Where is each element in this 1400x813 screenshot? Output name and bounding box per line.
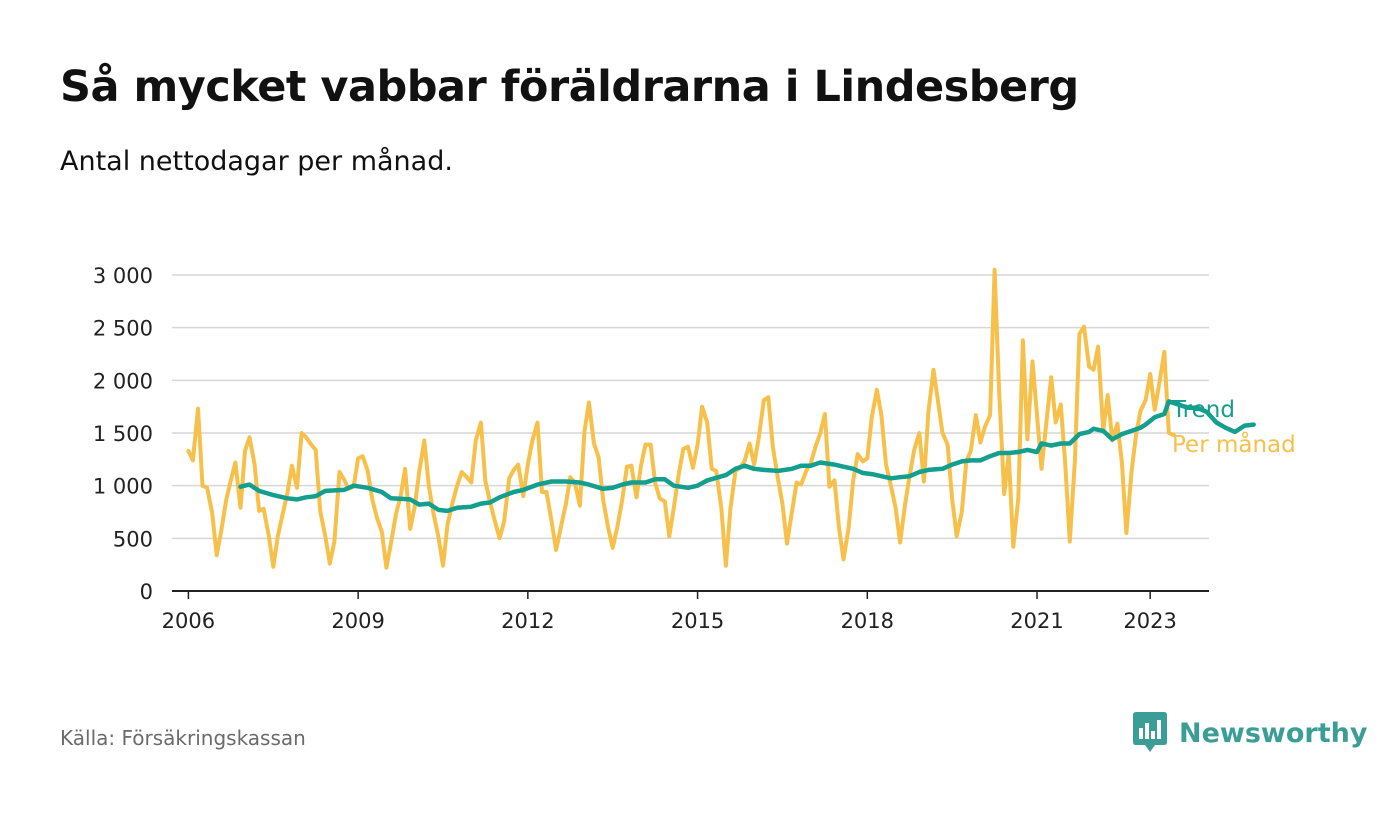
y-tick-label: 3 000 bbox=[93, 264, 153, 288]
x-tick-label: 2006 bbox=[162, 609, 215, 633]
x-tick-label: 2021 bbox=[1010, 609, 1063, 633]
brand-name: Newsworthy bbox=[1179, 717, 1368, 749]
x-tick-label: 2009 bbox=[331, 609, 384, 633]
series-line-per-manad bbox=[186, 267, 1176, 570]
x-tick-label: 2015 bbox=[671, 609, 724, 633]
y-tick-label: 1 000 bbox=[93, 475, 153, 499]
chart-title: Så mycket vabbar föräldrarna i Lindesber… bbox=[60, 62, 1079, 112]
y-axis-ticks: 0 500 1 000 1 500 2 000 2 500 3 000 bbox=[93, 264, 153, 604]
legend-label-trend: Trend bbox=[1171, 397, 1235, 423]
series-lines bbox=[186, 267, 1256, 570]
chart-subtitle: Antal nettodagar per månad. bbox=[60, 146, 453, 177]
y-tick-label: 2 000 bbox=[93, 369, 153, 393]
brand-logo: Newsworthy bbox=[1133, 711, 1367, 755]
legend-label-per-manad: Per månad bbox=[1172, 430, 1296, 458]
y-tick-label: 0 bbox=[140, 580, 153, 604]
y-tick-label: 500 bbox=[113, 527, 153, 551]
x-tick-label: 2018 bbox=[841, 609, 894, 633]
y-tick-label: 2 500 bbox=[93, 317, 153, 341]
x-tick-label: 2012 bbox=[501, 609, 554, 633]
y-tick-label: 1 500 bbox=[93, 422, 153, 446]
legend: Trend Per månad bbox=[1171, 397, 1296, 458]
gridlines bbox=[172, 274, 1209, 592]
source-note: Källa: Försäkringskassan bbox=[60, 726, 306, 750]
x-axis-ticks: 2006 2009 2012 2015 2018 2021 2023 bbox=[162, 591, 1177, 633]
newsworthy-logo-icon bbox=[1133, 712, 1167, 752]
series-line-trend bbox=[238, 399, 1256, 514]
x-tick-label: 2023 bbox=[1123, 609, 1176, 633]
